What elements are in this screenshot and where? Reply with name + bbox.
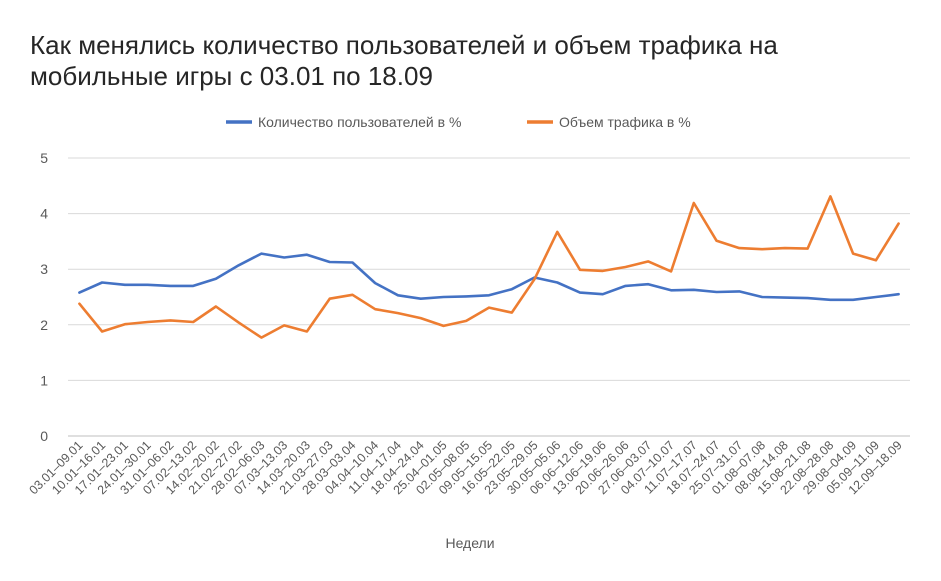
x-axis-ticks: 03.01–09.0110.01–16.0117.01–23.0124.01–3… bbox=[26, 438, 904, 497]
y-tick-label: 4 bbox=[40, 206, 48, 222]
legend-label-traffic: Объем трафика в % bbox=[559, 114, 691, 130]
x-axis-title: Недели bbox=[445, 535, 494, 551]
legend-label-users: Количество пользователей в % bbox=[258, 114, 461, 130]
series-lines bbox=[78, 195, 900, 339]
y-tick-label: 1 bbox=[40, 372, 48, 388]
series-line-traffic bbox=[78, 195, 900, 339]
y-tick-label: 3 bbox=[40, 261, 48, 277]
gridlines bbox=[68, 157, 910, 437]
y-axis-ticks: 0 1 2 3 4 5 bbox=[40, 150, 48, 444]
legend: Количество пользователей в % Объем трафи… bbox=[226, 114, 691, 130]
y-tick-label: 0 bbox=[40, 428, 48, 444]
series-line-users bbox=[78, 252, 900, 302]
y-tick-label: 5 bbox=[40, 150, 48, 166]
chart-title: Как менялись количество пользователей и … bbox=[30, 30, 778, 91]
y-tick-label: 2 bbox=[40, 317, 48, 333]
